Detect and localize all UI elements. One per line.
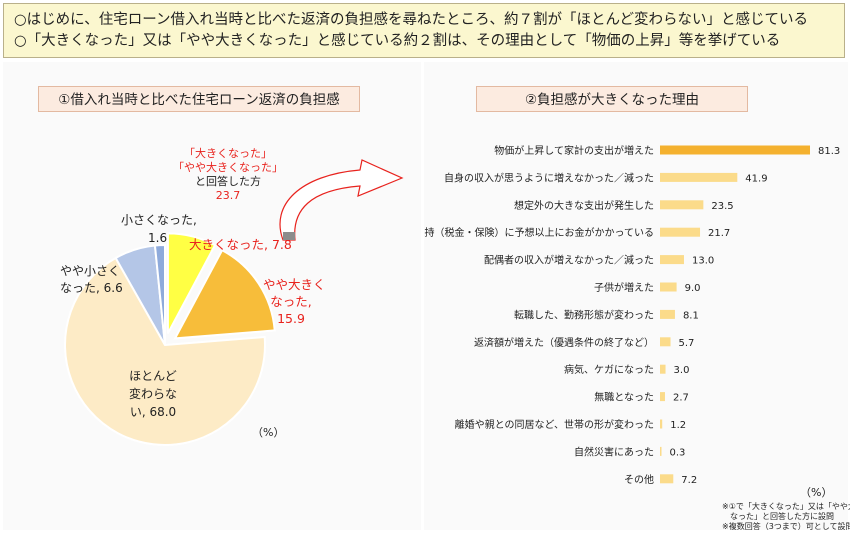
bar-category-label: 家の修繕、維持（税金・保険）に予想以上にお金がかかっている bbox=[424, 226, 654, 239]
pie-label-somewhat-small-1: やや小さく bbox=[60, 264, 121, 278]
bar bbox=[660, 282, 677, 292]
bar bbox=[660, 227, 701, 237]
pie-slice-1 bbox=[173, 248, 276, 340]
bar bbox=[660, 200, 704, 210]
pie-label-small-value: 1.6 bbox=[148, 231, 168, 245]
bar-category-label: 子供が増えた bbox=[594, 281, 654, 294]
bar bbox=[660, 364, 666, 374]
note-line-3: ※複数回答（3つまで）可として設問 bbox=[722, 522, 850, 531]
note-line-1: ※①で「大きくなった」又は「やや大きく bbox=[722, 502, 850, 511]
callout-line-3: と回答した方 bbox=[195, 175, 261, 188]
callout-line-1: 「大きくなった」 bbox=[184, 147, 272, 160]
pie-label-big: 大きくなった, 7.8 bbox=[189, 237, 292, 252]
bar-category-label: その他 bbox=[624, 473, 654, 486]
pie-unit: （%） bbox=[252, 426, 285, 439]
bar-value-label: 5.7 bbox=[679, 338, 695, 349]
bar-category-label: 転職した、勤務形態が変わった bbox=[514, 308, 654, 321]
bar-category-label: 自然災害にあった bbox=[574, 445, 654, 458]
callout-line-2: 「やや大きくなった」 bbox=[173, 161, 283, 174]
bar-value-label: 3.0 bbox=[674, 365, 690, 376]
bar-value-label: 21.7 bbox=[708, 228, 730, 239]
bar-category-label: 無職となった bbox=[594, 391, 654, 404]
arrow-gray-tail bbox=[283, 232, 295, 240]
pie-slice-4 bbox=[153, 243, 166, 346]
bar-value-label: 2.7 bbox=[673, 393, 689, 404]
pie-label-same-3: い, 68.0 bbox=[129, 405, 177, 419]
summary-line-2: ○「大きくなった」又は「やや大きくなった」と感じている約２割は、その理由として「… bbox=[14, 33, 781, 49]
callout-value: 23.7 bbox=[215, 189, 241, 202]
summary-box: ○はじめに、住宅ローン借入れ当時と比べた返済の負担感を尋ねたところ、約７割が「ほ… bbox=[3, 3, 845, 58]
bar-value-label: 41.9 bbox=[745, 173, 767, 184]
pie-label-same-2: 変わらな bbox=[128, 387, 177, 401]
bar-value-label: 7.2 bbox=[681, 475, 697, 486]
bar bbox=[660, 145, 810, 155]
pie-slice-2 bbox=[64, 256, 266, 446]
curved-arrow-shape bbox=[279, 159, 404, 241]
bar bbox=[660, 446, 662, 456]
bar-value-label: 1.2 bbox=[670, 420, 686, 431]
pie-label-somewhat-small-2: なった, 6.6 bbox=[60, 281, 123, 295]
bar-value-label: 0.3 bbox=[670, 447, 686, 458]
bar bbox=[660, 172, 738, 182]
right-panel bbox=[424, 62, 848, 530]
bar-value-label: 9.0 bbox=[685, 283, 701, 294]
bar-category-label: 病気、ケガになった bbox=[564, 363, 654, 376]
bar-category-label: 配偶者の収入が増えなかった／減った bbox=[484, 254, 654, 267]
bar-value-label: 8.1 bbox=[683, 310, 699, 321]
bar bbox=[660, 337, 671, 347]
bar-value-label: 81.3 bbox=[818, 146, 840, 157]
bar-category-label: 自身の収入が思うように増えなかった／減った bbox=[444, 171, 654, 184]
summary-line-1: ○はじめに、住宅ローン借入れ当時と比べた返済の負担感を尋ねたところ、約７割が「ほ… bbox=[14, 12, 809, 28]
bar bbox=[660, 392, 665, 402]
bar bbox=[660, 255, 684, 265]
bar-unit: （%） bbox=[800, 486, 833, 499]
bar bbox=[660, 419, 663, 429]
pie-chart-title: ①借入れ当時と比べた住宅ローン返済の負担感 bbox=[38, 86, 360, 112]
pie-label-somewhat-big-2: なった, bbox=[270, 294, 312, 309]
bar-category-label: 物価が上昇して家計の支出が増えた bbox=[494, 144, 654, 157]
bar-category-label: 離婚や親との同居など、世帯の形が変わった bbox=[455, 418, 654, 431]
bar-chart: 物価が上昇して家計の支出が増えた 81.3 自身の収入が思うように増えなかった／減っ… bbox=[424, 144, 840, 486]
bar bbox=[660, 309, 675, 319]
pie-chart bbox=[64, 232, 276, 446]
bar-value-label: 13.0 bbox=[692, 256, 714, 267]
bar-chart-title: ②負担感が大きくなった理由 bbox=[476, 86, 748, 112]
pie-label-same-1: ほとんど bbox=[129, 369, 177, 383]
bar bbox=[660, 474, 674, 484]
pie-label-somewhat-big-3: 15.9 bbox=[277, 311, 305, 326]
bar-value-label: 23.5 bbox=[711, 201, 733, 212]
pie-label-somewhat-big-1: やや大きく bbox=[263, 277, 326, 292]
pie-slice-0 bbox=[166, 232, 217, 334]
note-line-2: なった」と回答した方に設問 bbox=[730, 512, 834, 521]
bar-category-label: 想定外の大きな支出が発生した bbox=[514, 199, 654, 212]
bar-category-label: 返済額が増えた（優遇条件の終了など） bbox=[474, 336, 654, 349]
pie-label-small-name: 小さくなった, bbox=[121, 213, 197, 227]
